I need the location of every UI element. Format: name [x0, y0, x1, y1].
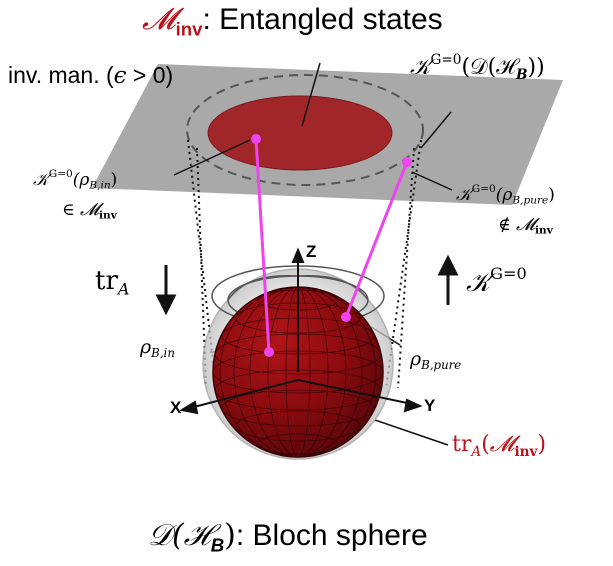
membership-in-symbol: ∈ — [62, 200, 80, 220]
kg-arg-subscript: B — [516, 66, 528, 83]
mapping-lines — [254, 138, 409, 353]
rho-in-text: ρ — [140, 336, 152, 358]
coordinate-axes — [179, 247, 423, 415]
kg-rho-in-arg-close: ) — [110, 169, 118, 190]
rho-pure-image-point — [402, 157, 412, 167]
trace-inv-text: tr — [452, 432, 472, 457]
kg-rho-in-arg: (ρ — [72, 169, 90, 190]
partial-trace-label: trA — [95, 266, 130, 299]
membership-notin-set: 𝓜 — [516, 215, 536, 235]
bloch-sphere-symbol: 𝒟(ℋ — [148, 518, 211, 553]
kg-rho-pure-arg: (ρ — [495, 184, 513, 205]
kg-map-symbol: 𝒦 — [466, 268, 491, 299]
kg-rho-pure-superscript: G=0 — [471, 183, 496, 195]
projection-lines — [187, 139, 422, 389]
trace-inv-label: trA(𝓜inv) — [452, 432, 546, 460]
kg-rho-pure-symbol: 𝒦 — [456, 184, 472, 205]
inv-man-condition: > 0) — [126, 62, 174, 88]
z-axis-label: Z — [306, 242, 317, 261]
rho-pure-subscript: B,pure — [421, 358, 462, 373]
kg-rho-in-symbol: 𝒦 — [33, 169, 49, 190]
kg-rho-in-membership: ∈ 𝓜inv — [62, 200, 117, 222]
bloch-sphere-subscript: B — [210, 534, 225, 556]
y-axis-label: Y — [424, 396, 436, 415]
bloch-sphere-text: : Bloch sphere — [235, 519, 428, 552]
rho-in-label: ρB,in — [140, 336, 175, 360]
invariant-manifold-label: inv. man. (ϵ > 0) — [8, 62, 173, 89]
trace-inv-subscript: A — [471, 443, 482, 460]
kg-arg-open: (𝒟(ℋ — [461, 55, 517, 81]
x-axis-label: X — [170, 398, 182, 417]
bloch-sphere-close: ) — [224, 518, 236, 553]
trace-subscript: A — [117, 279, 130, 299]
trace-inv-open: ( — [481, 432, 490, 457]
kg-rho-in-superscript: G=0 — [48, 168, 73, 180]
kg-image-label: 𝒦G=0(𝒟(ℋB)) — [410, 52, 545, 83]
entangled-states-region — [207, 95, 393, 171]
kg-map-label: 𝒦G=0 — [466, 264, 527, 299]
rho-pure-label: ρB,pure — [410, 348, 461, 372]
kg-rho-in-arg-sub: B,in — [89, 179, 111, 192]
membership-in-set: 𝓜 — [80, 200, 100, 220]
rho-pure-text: ρ — [410, 348, 422, 370]
manifold-symbol: 𝓜 — [142, 2, 176, 37]
membership-notin-symbol: ∉ — [498, 215, 516, 235]
kg-arg-close: )) — [527, 55, 545, 81]
kg-map-superscript: G=0 — [490, 264, 527, 283]
kg-up-arrow — [437, 254, 459, 305]
kg-rho-pure-arg-close: ) — [548, 184, 555, 205]
trace-inv-set-sub: inv — [514, 443, 538, 460]
membership-notin-sub: inv — [535, 224, 553, 237]
epsilon-symbol: ϵ — [113, 63, 127, 89]
kg-rho-pure-membership: ∉ 𝓜inv — [498, 215, 553, 237]
rho-in-subscript: B,in — [151, 346, 175, 361]
title-label: 𝓜inv: Entangled states — [142, 2, 443, 41]
rho-pure-point — [341, 312, 351, 322]
bloch-sphere-label: 𝒟(ℋB): Bloch sphere — [148, 518, 428, 557]
manifold-subscript: inv — [175, 18, 203, 40]
kg-rho-pure-arg-sub: B,pure — [512, 194, 549, 207]
trace-inv-close: ) — [537, 432, 547, 457]
rho-in-image-point — [251, 134, 261, 144]
kg-symbol: 𝒦 — [410, 55, 431, 81]
title-text: : Entangled states — [202, 3, 443, 36]
inv-man-text: inv. man. ( — [8, 62, 114, 88]
membership-in-sub: inv — [99, 209, 117, 222]
trace-text: tr — [95, 266, 118, 296]
trace-down-arrow — [155, 265, 177, 316]
kg-rho-in-label: 𝒦G=0(ρB,in) — [33, 168, 117, 192]
trace-inv-set: 𝓜 — [489, 432, 515, 457]
kg-rho-pure-label: 𝒦G=0(ρB,pure) — [456, 183, 555, 207]
dashed-boundary-ellipse — [186, 74, 424, 186]
rho-in-point — [264, 347, 274, 357]
kg-superscript: G=0 — [430, 52, 462, 68]
